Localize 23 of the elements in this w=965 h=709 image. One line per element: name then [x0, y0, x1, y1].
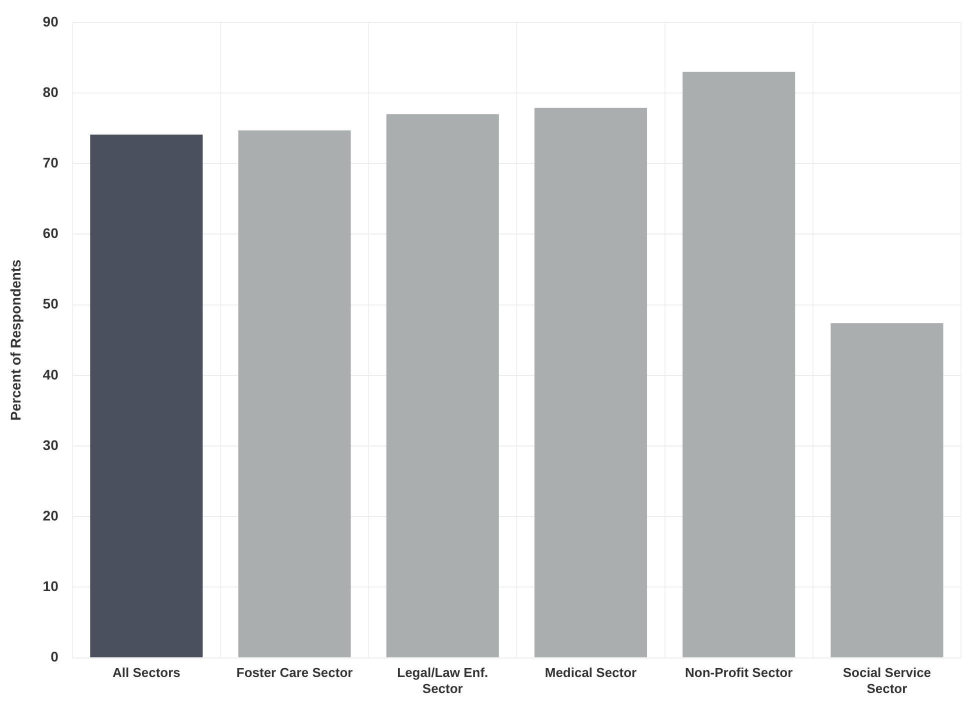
y-tick-label: 90 — [42, 13, 59, 30]
y-tick-label: 20 — [42, 507, 59, 524]
y-tick-label: 80 — [42, 84, 59, 100]
y-tick-label: 40 — [42, 366, 59, 382]
bar — [830, 323, 944, 658]
x-tick-label: Medical Sector — [544, 665, 637, 680]
x-tick-label: Social Service Sector — [842, 665, 932, 696]
x-tick-label: Foster Care Sector — [236, 665, 353, 680]
y-axis-title: Percent of Respondents — [7, 259, 24, 421]
bar — [90, 134, 203, 658]
y-tick-label: 30 — [42, 436, 59, 453]
bar — [238, 130, 351, 658]
bar — [386, 114, 499, 658]
x-tick-label: Non-Profit Sector — [685, 665, 793, 680]
y-tick-label: 60 — [42, 225, 59, 242]
y-tick-label: 0 — [50, 648, 59, 665]
x-tick-label: Legal/Law Enf. Sector — [397, 665, 488, 696]
y-tick-label: 70 — [42, 154, 59, 170]
bar — [682, 72, 796, 658]
x-tick-label: All Sectors — [112, 665, 180, 680]
y-tick-label: 50 — [42, 296, 59, 312]
bar — [534, 108, 648, 658]
y-tick-label: 10 — [42, 578, 59, 594]
